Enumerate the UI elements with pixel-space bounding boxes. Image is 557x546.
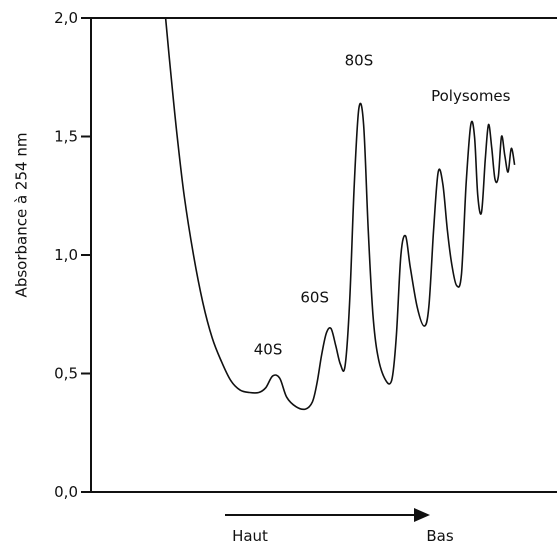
peak-label-60s: 60S — [300, 288, 329, 306]
direction-arrow-head — [414, 508, 430, 522]
direction-from-label: Haut — [232, 527, 268, 545]
y-tick-label: 0,5 — [54, 365, 78, 383]
y-axis-title: Absorbance à 254 nm — [13, 133, 31, 298]
peak-label-80s: 80S — [345, 51, 374, 69]
y-tick-label: 2,0 — [54, 9, 78, 27]
peak-annotations: 40S 60S 80S Polysomes — [254, 51, 511, 358]
direction-to-label: Bas — [426, 527, 453, 545]
y-tick-label: 1,5 — [54, 128, 78, 146]
direction-indicator: Haut Bas — [225, 508, 454, 545]
peak-label-polysomes: Polysomes — [431, 87, 511, 105]
y-tick-label: 0,0 — [54, 483, 78, 501]
y-ticks: 0,0 0,5 1,0 1,5 2,0 — [54, 9, 91, 501]
absorbance-curve — [164, 17, 516, 411]
y-tick-label: 1,0 — [54, 246, 78, 264]
peak-label-40s: 40S — [254, 341, 283, 359]
